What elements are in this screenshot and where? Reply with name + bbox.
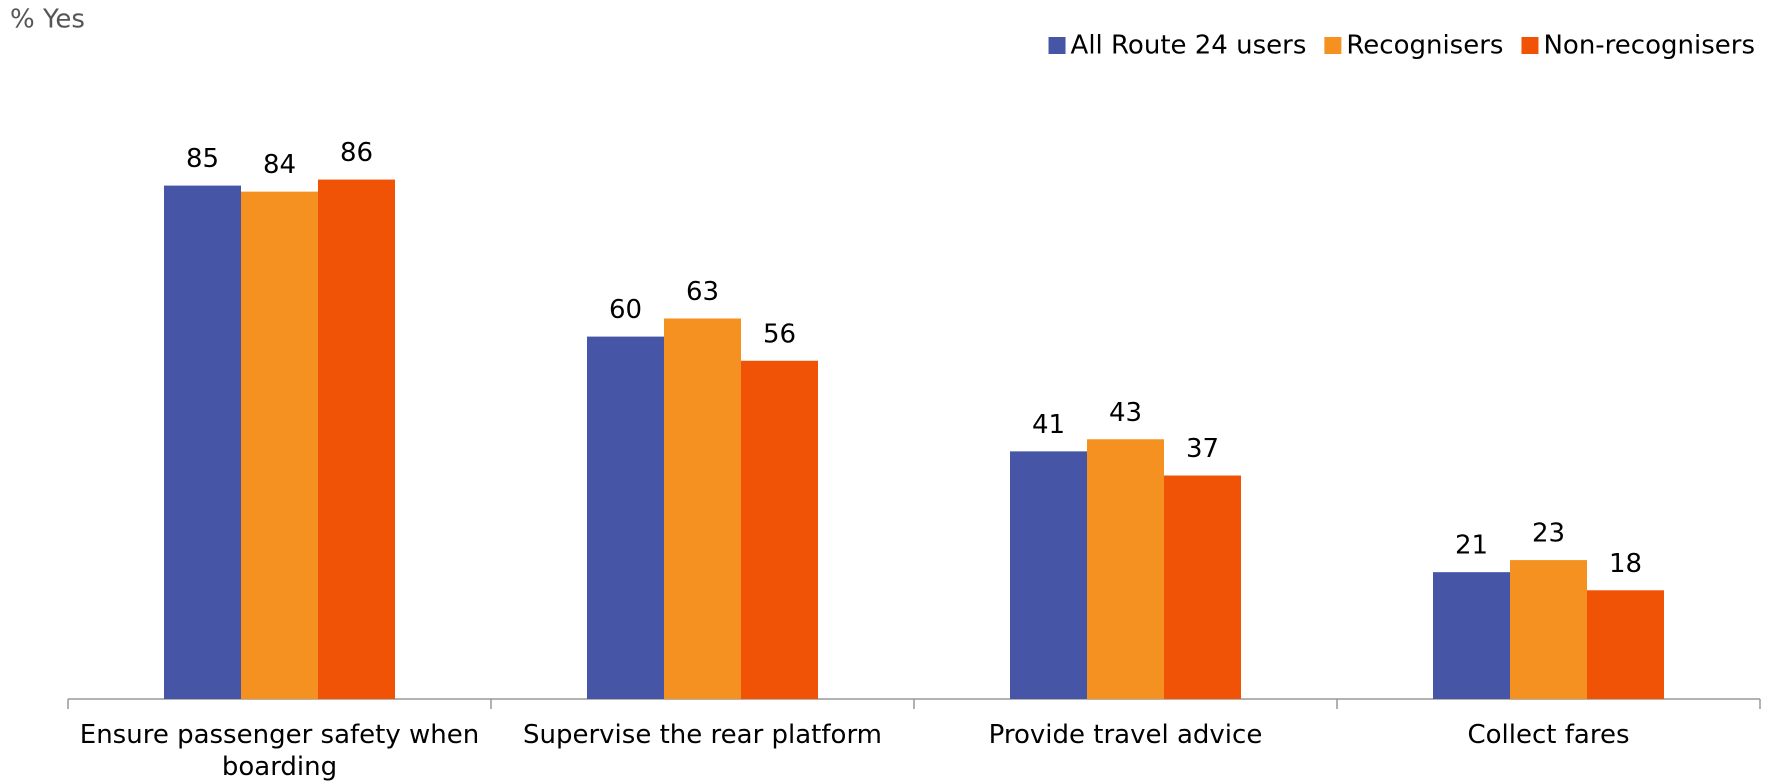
bar <box>241 191 318 699</box>
data-label: 63 <box>686 277 719 307</box>
data-label: 43 <box>1109 398 1142 428</box>
bar <box>587 336 664 699</box>
data-label: 86 <box>340 138 373 168</box>
data-label: 23 <box>1532 519 1565 549</box>
bar <box>1010 451 1087 699</box>
legend-label: All Route 24 users <box>1071 31 1307 61</box>
data-label: 85 <box>186 144 219 174</box>
data-label: 37 <box>1186 434 1219 464</box>
bar <box>164 185 241 700</box>
data-label: 21 <box>1455 531 1488 561</box>
bar <box>1587 590 1664 699</box>
data-label: 56 <box>763 319 796 349</box>
x-tick-label: Provide travel advice <box>988 720 1263 750</box>
bar <box>1164 475 1241 699</box>
x-tick-label: Ensure passenger safety when boarding <box>79 720 480 782</box>
bar <box>1510 560 1587 699</box>
x-tick-label: Supervise the rear platform <box>523 720 882 750</box>
legend-label: Non-recognisers <box>1543 31 1755 61</box>
legend-label: Recognisers <box>1346 31 1503 61</box>
bar <box>1087 439 1164 699</box>
bar <box>664 318 741 699</box>
data-label: 60 <box>609 295 642 325</box>
x-tick-label: Collect fares <box>1467 720 1630 750</box>
legend-swatch <box>1521 37 1539 54</box>
legend-swatch <box>1324 37 1342 54</box>
y-axis-label: % Yes <box>10 5 85 35</box>
bar <box>1433 572 1510 699</box>
bar <box>741 360 818 699</box>
data-label: 41 <box>1032 410 1065 440</box>
bar <box>318 179 395 699</box>
data-label: 18 <box>1609 549 1642 579</box>
legend-swatch <box>1048 37 1066 54</box>
data-label: 84 <box>263 150 296 180</box>
